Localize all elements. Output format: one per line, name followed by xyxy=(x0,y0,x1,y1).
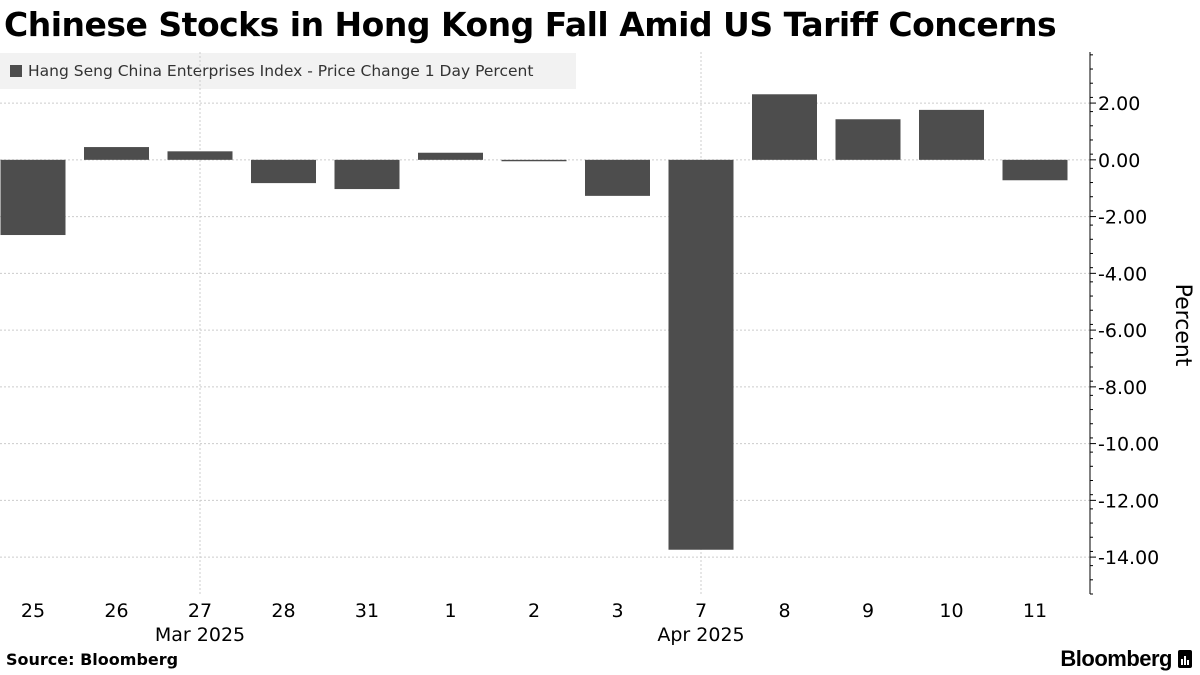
y-axis-title: Percent xyxy=(1170,284,1195,367)
x-tick-label: 9 xyxy=(862,600,874,622)
x-tick-label: 2 xyxy=(528,600,540,622)
bar xyxy=(585,159,650,196)
x-month-label: Mar 2025 xyxy=(155,624,245,646)
y-tick-label: -6.00 xyxy=(1098,320,1147,342)
legend-swatch xyxy=(10,65,22,77)
bar xyxy=(1002,159,1068,181)
chart-legend: Hang Seng China Enterprises Index - Pric… xyxy=(0,53,576,89)
bar xyxy=(167,151,233,160)
bar xyxy=(0,159,66,236)
y-axis: 2.00 0.00 -2.00 -4.00 -6.00 -8.00 -10.00 -12.00… xyxy=(1089,52,1159,595)
x-tick-label: 7 xyxy=(695,600,707,622)
bar xyxy=(418,152,483,160)
y-tick-label: 0.00 xyxy=(1098,150,1140,172)
bar xyxy=(84,147,149,160)
bar xyxy=(501,159,567,162)
brand-logo: Bloomberg xyxy=(1060,646,1192,672)
x-tick-label: 26 xyxy=(104,600,128,622)
x-axis-labels: 25 26 27 28 31 1 2 3 7 8 9 10 11 Mar 2025 Apr 2025 xyxy=(21,600,1047,646)
bloomberg-terminal-icon xyxy=(1178,650,1192,668)
bar xyxy=(251,159,316,184)
x-tick-label: 31 xyxy=(355,600,379,622)
x-tick-label: 27 xyxy=(188,600,212,622)
bar xyxy=(668,159,734,550)
y-tick-label: 2.00 xyxy=(1098,93,1140,115)
bar xyxy=(835,119,901,160)
x-tick-label: 3 xyxy=(611,600,623,622)
y-tick-label: -12.00 xyxy=(1098,490,1159,512)
x-tick-label: 1 xyxy=(444,600,456,622)
bar xyxy=(334,159,400,190)
y-tick-label: -8.00 xyxy=(1098,377,1147,399)
y-tick-label: -10.00 xyxy=(1098,434,1159,456)
brand-name: Bloomberg xyxy=(1060,646,1172,671)
x-tick-label: 8 xyxy=(778,600,790,622)
y-tick-label: -14.00 xyxy=(1098,547,1159,569)
x-tick-label: 25 xyxy=(21,600,45,622)
x-tick-label: 10 xyxy=(939,600,963,622)
y-tick-label: -2.00 xyxy=(1098,207,1147,229)
x-tick-label: 28 xyxy=(271,600,295,622)
y-tick-label: -4.00 xyxy=(1098,263,1147,285)
source-note: Source: Bloomberg xyxy=(6,650,179,669)
x-tick-label: 11 xyxy=(1023,600,1047,622)
bar xyxy=(919,109,984,160)
bars xyxy=(0,94,1068,550)
x-month-label: Apr 2025 xyxy=(657,624,744,646)
gridlines xyxy=(0,52,1090,594)
chart-title: Chinese Stocks in Hong Kong Fall Amid US… xyxy=(4,5,1057,44)
legend-label: Hang Seng China Enterprises Index - Pric… xyxy=(28,62,534,80)
bar xyxy=(752,94,817,160)
